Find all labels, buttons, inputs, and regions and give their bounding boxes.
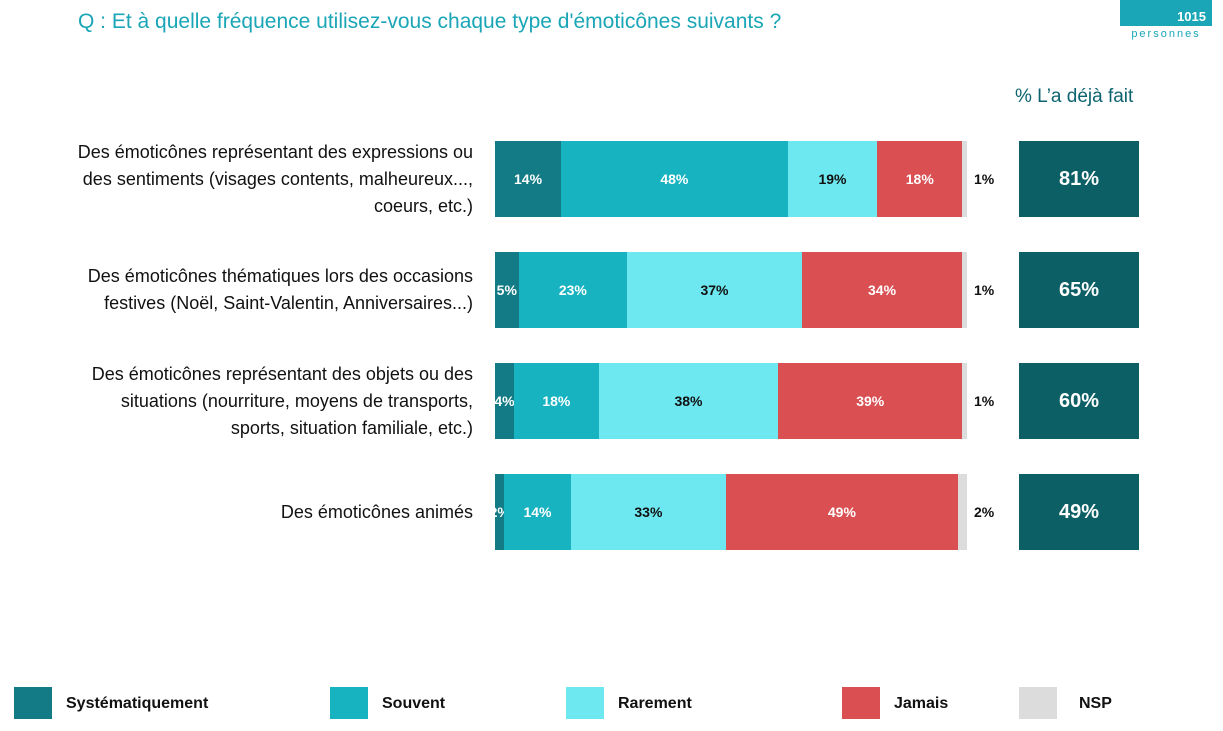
legend-label: Souvent	[382, 695, 446, 712]
row-label-line: Des émoticônes thématiques lors des occa…	[87, 266, 473, 286]
bar-segment-souvent: 48%	[561, 141, 788, 217]
bar-value-label: 33%	[634, 504, 663, 520]
bar-segment-souvent: 18%	[513, 363, 599, 439]
bar-segment-nsp	[962, 363, 967, 439]
bar-segment-rarement: 33%	[570, 474, 727, 550]
bar-segment-souvent: 23%	[518, 252, 628, 328]
total-column-header: % L’a déjà fait	[1015, 86, 1134, 107]
bar-value-label: 37%	[700, 282, 729, 298]
bar-segment-souvent: 14%	[504, 474, 571, 550]
nsp-value-label: 1%	[974, 171, 995, 187]
row-label: Des émoticônes animés	[20, 499, 473, 526]
bar-value-label: 19%	[818, 171, 847, 187]
row-label-line: sports, situation familiale, etc.)	[230, 417, 473, 438]
respondents-badge: 1015 personnes	[1120, 0, 1212, 44]
bar-segment-systematique: 14%	[495, 141, 562, 217]
stacked-bar: 14% 48% 19% 18%	[495, 141, 967, 217]
bar-segment-jamais: 39%	[778, 363, 963, 439]
legend-swatch	[330, 687, 368, 719]
bar-value-label: 34%	[868, 282, 897, 298]
row-label: Des émoticônes représentant des objets o…	[20, 361, 473, 442]
bar-segment-nsp	[962, 141, 967, 217]
respondents-count: 1015	[1177, 9, 1206, 24]
bar-value-label: 48%	[660, 171, 689, 187]
legend-swatch	[14, 687, 52, 719]
bar-segment-systematique: 4%	[494, 363, 515, 439]
bar-segment-systematique: 5%	[495, 252, 519, 328]
row-label: Des émoticônes thématiques lors des occa…	[20, 263, 473, 317]
legend-label: Jamais	[894, 695, 949, 712]
bar-value-label: 5%	[496, 282, 517, 298]
bar-value-label: 39%	[856, 393, 885, 409]
nsp-value-label: 2%	[974, 504, 995, 520]
bar-segment-nsp	[957, 474, 967, 550]
total-value-box: 65%	[1019, 252, 1139, 328]
bar-segment-jamais: 34%	[801, 252, 963, 328]
bar-segment-jamais: 49%	[726, 474, 958, 550]
bar-value-label: 4%	[494, 393, 515, 409]
legend-label: Rarement	[618, 695, 692, 712]
row-label-line: festives (Noël, Saint-Valentin, Annivers…	[104, 293, 473, 313]
respondents-unit: personnes	[1131, 28, 1201, 40]
bar-segment-rarement: 38%	[598, 363, 779, 439]
question-title: Q : Et à quelle fréquence utilisez-vous …	[78, 10, 782, 33]
legend-swatch	[566, 687, 604, 719]
legend-label: Systématiquement	[66, 695, 209, 712]
stacked-bar: 2% 14% 33% 49%	[490, 474, 967, 550]
bar-value-label: 23%	[558, 282, 587, 298]
total-value-box: 49%	[1019, 474, 1139, 550]
row-label-line: coeurs, etc.)	[373, 195, 473, 216]
total-value-box: 60%	[1019, 363, 1139, 439]
nsp-value-label: 1%	[974, 282, 995, 298]
bar-value-label: 14%	[523, 504, 552, 520]
total-value-box: 81%	[1019, 141, 1139, 217]
bar-value-label: 38%	[674, 393, 703, 409]
legend-swatch	[842, 687, 880, 719]
bar-segment-nsp	[962, 252, 967, 328]
stacked-bar: 5% 23% 37% 34%	[495, 252, 967, 328]
bar-segment-jamais: 18%	[877, 141, 963, 217]
row-label-line: Des émoticônes animés	[280, 501, 473, 522]
row-label-line: situations (nourriture, moyens de transp…	[120, 390, 473, 411]
nsp-value-label: 1%	[974, 393, 995, 409]
row-label-line: Des émoticônes représentant des expressi…	[77, 141, 473, 162]
bar-segment-rarement: 19%	[787, 141, 878, 217]
row-label: Des émoticônes représentant des expressi…	[20, 139, 473, 220]
row-label-line: Des émoticônes représentant des objets o…	[91, 363, 473, 384]
bar-value-label: 14%	[514, 171, 543, 187]
badge-box	[1120, 0, 1212, 26]
bar-value-label: 18%	[905, 171, 934, 187]
stacked-bar: 4% 18% 38% 39%	[494, 363, 967, 439]
legend-swatch	[1019, 687, 1057, 719]
bar-segment-rarement: 37%	[627, 252, 802, 328]
bar-segment-systematique: 2%	[490, 474, 510, 550]
bar-value-label: 18%	[542, 393, 571, 409]
bar-value-label: 49%	[827, 504, 856, 520]
legend-label: NSP	[1079, 695, 1112, 712]
row-label-line: des sentiments (visages contents, malheu…	[82, 168, 473, 189]
